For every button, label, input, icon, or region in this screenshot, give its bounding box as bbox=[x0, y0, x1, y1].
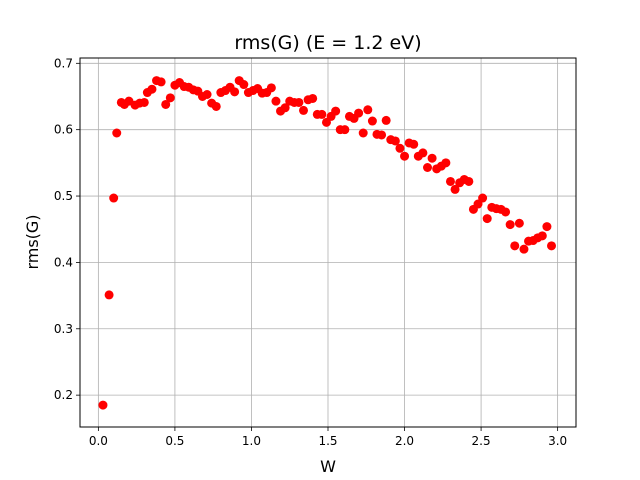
data-point bbox=[363, 105, 373, 115]
data-point bbox=[381, 115, 391, 125]
data-point bbox=[445, 176, 455, 186]
data-point bbox=[156, 77, 166, 87]
data-point bbox=[271, 96, 281, 106]
y-tick-label: 0.3 bbox=[54, 322, 73, 336]
x-tick-label: 3.0 bbox=[548, 434, 567, 448]
data-point bbox=[331, 106, 341, 116]
y-tick-label: 0.2 bbox=[54, 388, 73, 402]
data-point bbox=[202, 90, 212, 100]
x-tick-label: 0.5 bbox=[165, 434, 184, 448]
data-point bbox=[280, 103, 290, 113]
data-points bbox=[98, 76, 557, 410]
data-point bbox=[505, 220, 515, 230]
data-point bbox=[299, 105, 309, 115]
data-point bbox=[464, 176, 474, 186]
x-tick-label: 2.0 bbox=[395, 434, 414, 448]
x-tick-label: 1.0 bbox=[242, 434, 261, 448]
data-point bbox=[367, 116, 377, 126]
x-axis-label: W bbox=[320, 457, 336, 476]
data-point bbox=[400, 151, 410, 161]
data-point bbox=[139, 97, 149, 107]
y-tick-label: 0.4 bbox=[54, 255, 73, 269]
data-point bbox=[510, 241, 520, 251]
data-point bbox=[317, 109, 327, 119]
y-tick-label: 0.7 bbox=[54, 56, 73, 70]
data-point bbox=[427, 153, 437, 163]
data-point bbox=[109, 193, 119, 203]
data-point bbox=[547, 241, 557, 251]
data-point bbox=[211, 101, 221, 111]
data-point bbox=[98, 400, 108, 410]
data-point bbox=[308, 93, 318, 103]
data-point bbox=[358, 128, 368, 138]
data-point bbox=[450, 184, 460, 194]
data-point bbox=[165, 93, 175, 103]
data-point bbox=[147, 84, 157, 94]
data-point bbox=[482, 214, 492, 224]
data-point bbox=[514, 218, 524, 228]
data-point bbox=[423, 163, 433, 173]
data-point bbox=[501, 207, 511, 217]
data-point bbox=[478, 193, 488, 203]
chart-title: rms(G) (E = 1.2 eV) bbox=[234, 32, 421, 54]
data-point bbox=[542, 222, 552, 232]
y-axis-label: rms(G) bbox=[23, 214, 42, 269]
data-point bbox=[112, 128, 122, 138]
data-point bbox=[161, 99, 171, 109]
x-tick-label: 1.5 bbox=[318, 434, 337, 448]
y-tick-label: 0.6 bbox=[54, 123, 73, 137]
x-tick-label: 0.0 bbox=[89, 434, 108, 448]
data-point bbox=[519, 244, 529, 254]
data-point bbox=[441, 158, 451, 168]
data-point bbox=[239, 80, 249, 90]
data-point bbox=[395, 143, 405, 153]
data-point bbox=[390, 136, 400, 146]
x-tick-label: 2.5 bbox=[472, 434, 491, 448]
data-point bbox=[409, 139, 419, 149]
y-axis-ticks: 0.2 0.3 0.4 0.5 0.6 0.7 bbox=[54, 56, 80, 402]
data-point bbox=[377, 130, 387, 140]
data-point bbox=[230, 87, 240, 97]
data-point bbox=[104, 290, 114, 300]
data-point bbox=[294, 97, 304, 107]
x-axis-ticks: 0.0 0.5 1.0 1.5 2.0 2.5 3.0 bbox=[89, 427, 567, 448]
data-point bbox=[354, 108, 364, 118]
data-point bbox=[340, 125, 350, 135]
data-point bbox=[266, 83, 276, 93]
data-point bbox=[418, 148, 428, 158]
grid-lines bbox=[80, 58, 576, 427]
data-point bbox=[537, 231, 547, 241]
y-tick-label: 0.5 bbox=[54, 189, 73, 203]
